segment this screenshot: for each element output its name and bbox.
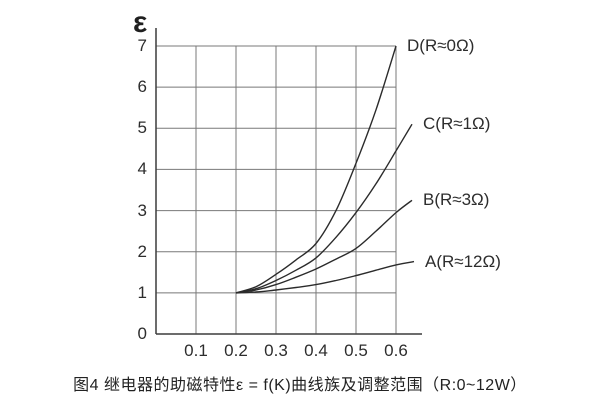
x-tick-label: 0.2 — [224, 341, 248, 360]
series-label-b: B(R≈3Ω) — [423, 190, 490, 210]
y-axis-title: ε — [133, 6, 148, 39]
curve-d — [235, 45, 397, 294]
y-tick-label: 6 — [137, 77, 147, 97]
series-label-d: D(R≈0Ω) — [407, 36, 475, 55]
y-tick-label: 1 — [137, 282, 147, 302]
x-tick-label: 0.4 — [304, 341, 328, 360]
y-tick-label: 4 — [137, 159, 147, 179]
y-tick-label: 3 — [137, 200, 147, 220]
curve-c — [235, 123, 413, 294]
x-tick-label: 0.1 — [184, 341, 208, 360]
x-tick-label: 0.3 — [264, 341, 288, 360]
series-label-a: A(R≈12Ω) — [425, 251, 501, 271]
curve-b — [235, 199, 413, 294]
y-tick-label: 5 — [137, 118, 147, 138]
y-tick-label: 2 — [137, 241, 147, 261]
curve-a — [235, 260, 415, 294]
y-tick-label: 0 — [137, 324, 147, 343]
series-label-c: C(R≈1Ω) — [423, 114, 491, 134]
x-tick-label: 0.5 — [344, 341, 368, 360]
figure-caption: 图4 继电器的助磁特性ε = f(K)曲线族及调整范围（R:0~12W） — [73, 377, 527, 394]
y-tick-label: 7 — [137, 36, 147, 55]
x-tick-label: 0.6 — [384, 341, 408, 360]
